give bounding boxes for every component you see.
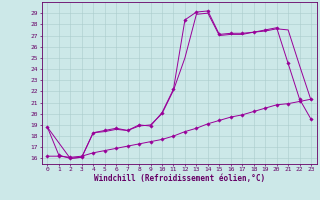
X-axis label: Windchill (Refroidissement éolien,°C): Windchill (Refroidissement éolien,°C) <box>94 174 265 183</box>
